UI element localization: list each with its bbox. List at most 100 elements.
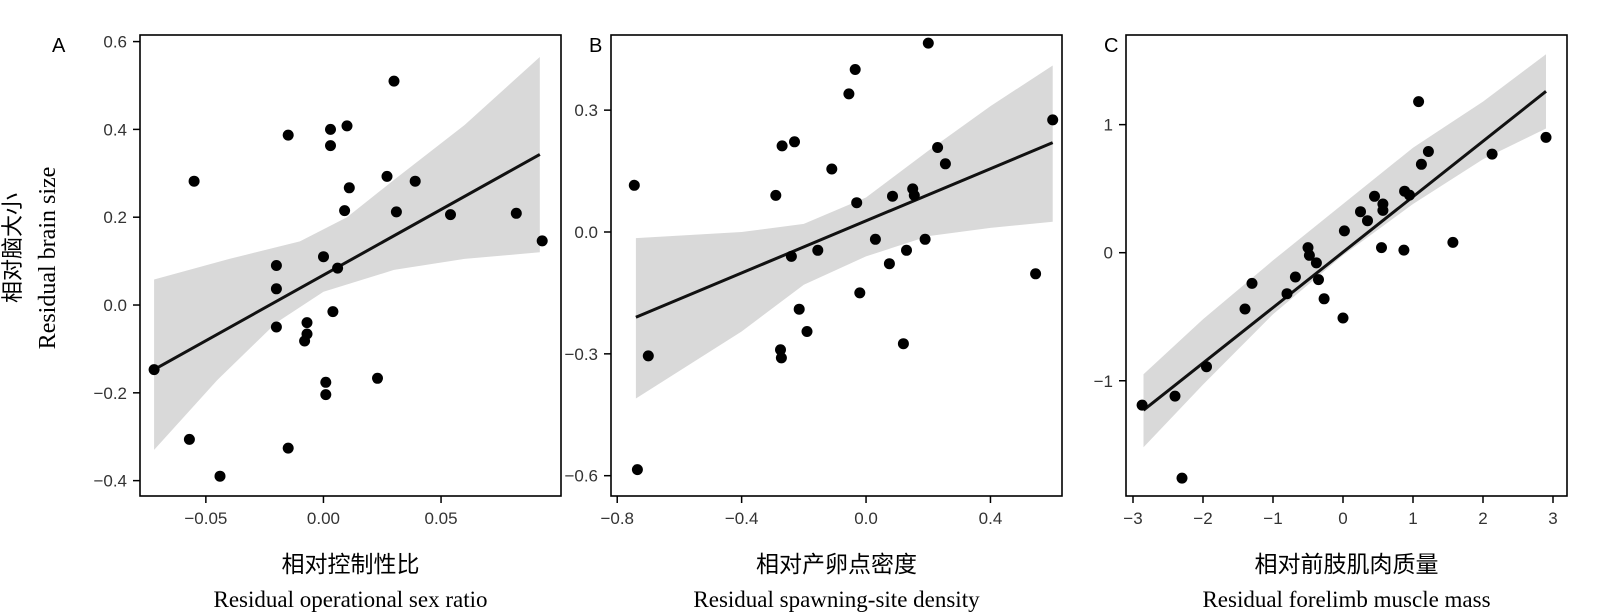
- panel-a-point-16: [325, 140, 336, 152]
- panel-c-point-3: [1201, 361, 1212, 373]
- panel-a-ytick-label-3: 0.2: [103, 208, 127, 227]
- panel-b-ytick-label-0: −0.6: [564, 467, 598, 486]
- panel-b-ytick-label-3: 0.3: [574, 101, 598, 120]
- panel-b-point-20: [897, 338, 909, 350]
- panel-b-point-12: [826, 163, 838, 175]
- panel-a-ytick-label-4: 0.4: [103, 120, 127, 139]
- panel-a-point-15: [325, 123, 336, 135]
- panel-b-point-8: [789, 136, 800, 148]
- panel-c-fit-line: [1142, 90, 1547, 412]
- panel-a-point-4: [270, 321, 282, 333]
- panel-b-point-2: [642, 350, 654, 362]
- panel-b-xlabel-cn: 相对产卵点密度: [756, 552, 917, 578]
- panel-a-confidence-band: [154, 57, 540, 450]
- panel-b-point-13: [843, 88, 855, 100]
- panel-a-point-2: [188, 175, 200, 187]
- panel-c-ytick-label-2: 1: [1104, 116, 1113, 135]
- panel-a-point-8: [282, 442, 294, 454]
- panel-c-letter: C: [1104, 35, 1118, 57]
- panel-c-frame: [1125, 34, 1568, 497]
- panel-a-ytick-label-1: −0.2: [93, 384, 127, 403]
- panel-a-point-1: [183, 433, 195, 445]
- panel-b-xtick-label-0: −0.8: [600, 509, 634, 528]
- panel-c-xtick-label-2: −1: [1263, 509, 1282, 528]
- panel-a-point-13: [320, 376, 332, 388]
- panel-c-xtick-label-4: 1: [1408, 509, 1417, 528]
- panel-a-point-10: [301, 328, 313, 340]
- panel-c-point-15: [1355, 206, 1366, 218]
- panel-c-ytick-label-1: 0: [1104, 244, 1113, 263]
- panel-b-point-4: [775, 344, 786, 356]
- panel-c-point-21: [1398, 244, 1410, 256]
- panels-group: −0.05 0.00 0.05−0.4−0.20.00.20.40.6A相对控制性比…: [52, 33, 1568, 612]
- panel-b: −0.8 −0.4 0.0 0.4 −0.6 −0.3 0.0 0.3 B 相对产卵点密度 Resi…: [564, 34, 1063, 612]
- panel-b-point-21: [901, 244, 912, 256]
- panel-a-point-5: [270, 260, 282, 271]
- panel-b-point-25: [922, 37, 934, 49]
- panel-c-point-7: [1289, 271, 1301, 283]
- panel-a-point-18: [332, 262, 344, 274]
- panel-a-point-22: [372, 372, 383, 384]
- panel-b-point-24: [919, 233, 931, 245]
- panel-a-point-0: [148, 364, 160, 376]
- panel-c-point-2: [1176, 472, 1188, 484]
- panel-b-point-11: [812, 244, 824, 256]
- panel-a-point-27: [445, 209, 456, 221]
- panel-c-point-26: [1422, 146, 1434, 157]
- panel-c-point-18: [1376, 242, 1387, 254]
- panel-c-point-13: [1337, 312, 1349, 324]
- y-axis-label-en: Residual brain size: [35, 167, 61, 350]
- panel-b-point-23: [908, 189, 920, 201]
- panel-c-point-20: [1377, 204, 1389, 216]
- panel-b-point-26: [932, 142, 944, 153]
- panel-b-ytick-label-1: −0.3: [564, 345, 598, 364]
- panel-a-ytick-label-0: −0.4: [93, 472, 127, 491]
- panel-b-letter: B: [589, 35, 602, 57]
- panel-a-xtick-label-0: −0.05: [184, 509, 227, 528]
- panel-c-point-27: [1447, 236, 1459, 248]
- panel-a-point-20: [341, 120, 353, 132]
- panel-a-point-28: [510, 207, 522, 219]
- panel-b-point-16: [854, 287, 866, 299]
- panel-c-point-1: [1169, 390, 1181, 402]
- panel-a-ytick-label-2: 0.0: [103, 296, 127, 315]
- panel-c-xlabel-en: Residual forelimb muscle mass: [1202, 587, 1490, 612]
- panel-a-point-14: [320, 389, 332, 401]
- panel-c-point-11: [1313, 274, 1324, 286]
- panel-c-point-28: [1486, 148, 1498, 160]
- panel-b-point-1: [631, 464, 643, 476]
- panel-b-point-5: [775, 352, 787, 364]
- panel-a-xtick-label-1: 0.00: [307, 509, 340, 528]
- panel-a-point-17: [327, 306, 339, 318]
- panel-b-point-17: [869, 233, 881, 245]
- panel-b-xtick-label-3: 0.4: [979, 509, 1003, 528]
- panel-a-frame: [139, 34, 562, 497]
- panel-b-point-14: [849, 64, 861, 75]
- panel-a-xlabel-cn: 相对控制性比: [282, 552, 420, 578]
- y-axis-label-cn: 相对脑大小: [1, 193, 26, 303]
- panel-b-frame: [610, 34, 1063, 497]
- panel-a-point-23: [381, 170, 393, 182]
- panel-a-point-7: [282, 129, 294, 141]
- panel-b-point-10: [801, 326, 813, 337]
- panel-c-xtick-label-3: 0: [1338, 509, 1347, 528]
- panel-a-point-24: [388, 75, 400, 87]
- panel-c-point-0: [1136, 399, 1148, 411]
- panel-b-point-29: [1047, 114, 1059, 126]
- panel-c-point-17: [1369, 190, 1380, 202]
- panel-b-point-7: [785, 250, 797, 262]
- panel-c-xtick-label-5: 2: [1478, 509, 1487, 528]
- panel-c-point-24: [1413, 96, 1425, 108]
- panel-c-point-16: [1362, 215, 1373, 227]
- panel-b-point-6: [776, 140, 788, 152]
- panel-c: −3 −2 −1 0 1 2 3 −1 0 1 C 相对前肢肌肉质量 Residual forelimb…: [1094, 34, 1568, 612]
- panel-c-xtick-label-0: −3: [1123, 509, 1142, 528]
- panel-c-point-14: [1338, 225, 1350, 237]
- panel-a-point-11: [301, 317, 313, 329]
- panel-b-point-19: [887, 190, 898, 202]
- panel-a-point-3: [214, 470, 226, 482]
- panel-c-point-10: [1310, 257, 1322, 269]
- panel-c-point-4: [1239, 303, 1251, 315]
- panel-b-fit-line: [635, 141, 1054, 319]
